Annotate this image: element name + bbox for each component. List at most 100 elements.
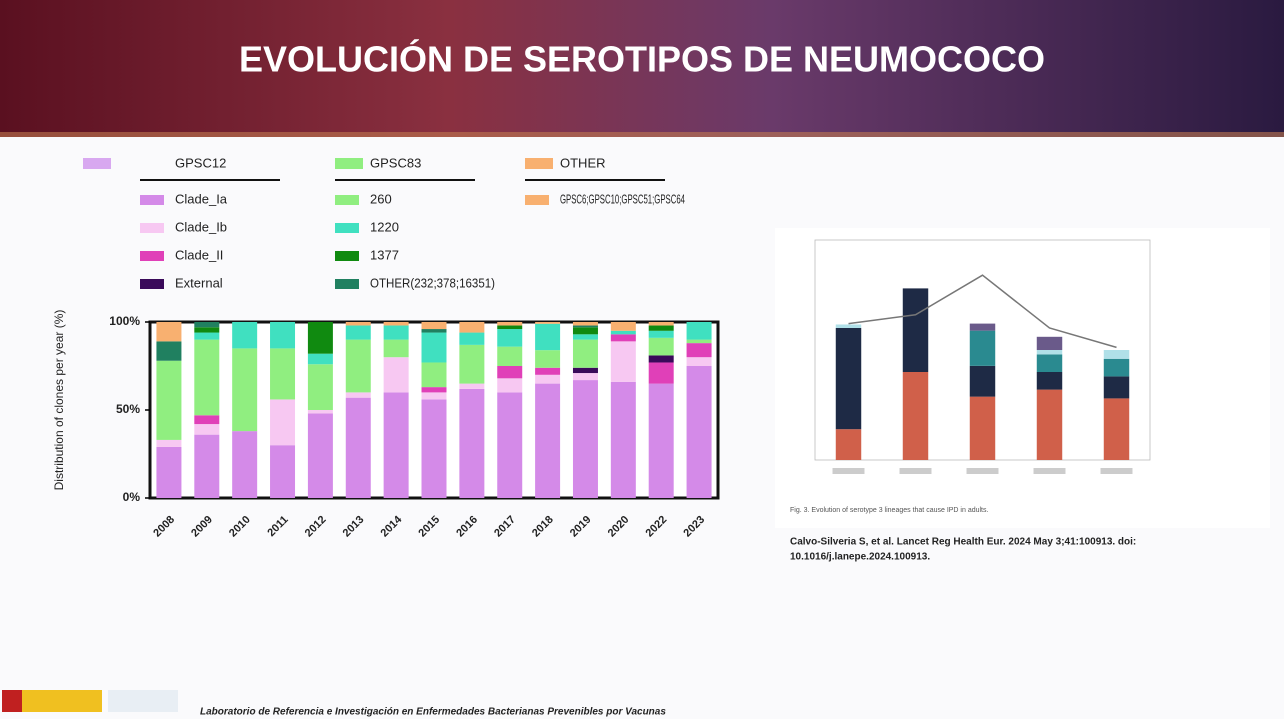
bar-segment xyxy=(572,373,598,381)
bar-segment xyxy=(497,378,523,393)
bar-segment xyxy=(1036,372,1063,390)
legend-label: GPSC6;GPSC10;GPSC51;GPSC64 xyxy=(560,191,685,206)
bar-segment xyxy=(686,366,712,498)
citation-2: 10.1016/j.lanepe.2024.100913. xyxy=(790,552,930,563)
bar-segment xyxy=(1103,358,1130,377)
legend-label: Clade_Ia xyxy=(175,191,228,206)
legend-label: OTHER(232;378;16351) xyxy=(370,275,495,290)
bar-segment xyxy=(345,392,371,398)
bar-segment xyxy=(421,362,447,388)
bar-segment xyxy=(156,446,182,498)
legend-group-title: OTHER xyxy=(560,155,606,170)
footer-text: Laboratorio de Referencia e Investigació… xyxy=(200,707,666,718)
bar-segment xyxy=(497,366,523,379)
bar-segment xyxy=(835,429,862,460)
x-tick-label-blur xyxy=(899,468,932,474)
y-tick-label: 0% xyxy=(123,490,141,504)
legend-swatch xyxy=(140,279,164,289)
legend-group-swatch xyxy=(525,158,553,169)
bar-segment xyxy=(421,392,447,400)
bar-segment xyxy=(535,367,561,375)
bar-segment xyxy=(383,322,409,326)
bar-segment xyxy=(421,399,447,498)
y-tick-label: 100% xyxy=(109,314,140,328)
legend-swatch xyxy=(525,195,549,205)
bar-segment xyxy=(307,353,333,365)
bar-segment xyxy=(459,344,485,384)
bar-segment xyxy=(497,322,523,326)
bar-segment xyxy=(572,339,598,368)
bar-segment xyxy=(156,360,182,440)
bar-segment xyxy=(648,383,674,498)
bar-segment xyxy=(902,372,929,460)
bar-segment xyxy=(194,332,220,340)
x-tick-label-blur xyxy=(966,468,999,474)
bar-segment xyxy=(307,364,333,410)
bar-segment xyxy=(535,383,561,498)
bar-segment xyxy=(156,322,182,342)
bar-segment xyxy=(572,334,598,340)
bar-segment xyxy=(535,350,561,368)
legend-swatch xyxy=(335,195,359,205)
logo-flag xyxy=(2,690,22,712)
bar-segment xyxy=(345,397,371,498)
line-series xyxy=(848,274,1117,349)
bar-segment xyxy=(345,322,371,326)
bar-segment xyxy=(1103,398,1130,460)
legend-swatch xyxy=(140,223,164,233)
bar-segment xyxy=(648,337,674,356)
header-banner xyxy=(0,0,1284,137)
bar-segment xyxy=(497,329,523,347)
x-tick-label-blur xyxy=(1033,468,1066,474)
bar-segment xyxy=(270,445,296,498)
bar-segment xyxy=(835,324,862,328)
legend-group-title: GPSC12 xyxy=(175,155,226,170)
bar-segment xyxy=(232,348,258,432)
legend-group-swatch xyxy=(83,158,111,169)
bar-segment xyxy=(686,343,712,358)
bar-segment xyxy=(610,381,636,498)
legend-label: External xyxy=(175,275,223,290)
logo-ministry xyxy=(2,690,102,712)
bar-segment xyxy=(535,374,561,384)
bar-segment xyxy=(270,322,296,349)
legend-swatch xyxy=(335,251,359,261)
logo-isciii xyxy=(108,690,178,712)
bar-segment xyxy=(421,332,447,363)
bar-segment xyxy=(421,329,447,333)
bar-segment xyxy=(307,410,333,414)
bar-segment xyxy=(497,346,523,366)
bar-segment xyxy=(610,334,636,342)
bar-segment xyxy=(497,392,523,498)
bar-segment xyxy=(383,325,409,340)
bar-segment xyxy=(1103,376,1130,399)
header-edge xyxy=(0,132,1284,137)
bar-segment xyxy=(572,327,598,335)
bar-segment xyxy=(1036,389,1063,460)
bar-segment xyxy=(902,288,929,372)
bar-segment xyxy=(194,322,220,328)
legend-label: 1377 xyxy=(370,247,399,262)
bar-segment xyxy=(307,322,333,354)
y-axis-label: Distribution of clones per year (%) xyxy=(52,310,66,491)
bar-segment xyxy=(194,415,220,425)
bar-segment xyxy=(835,328,862,430)
bar-segment xyxy=(686,322,712,340)
bar-segment xyxy=(1036,336,1063,350)
bar-segment xyxy=(270,348,296,400)
bar-segment xyxy=(194,434,220,498)
bar-segment xyxy=(572,367,598,374)
legend-label: 260 xyxy=(370,191,392,206)
legend-group-title: GPSC83 xyxy=(370,155,421,170)
bar-segment xyxy=(459,322,485,333)
bar-segment xyxy=(156,439,182,447)
bar-segment xyxy=(383,357,409,393)
bar-segment xyxy=(648,325,674,331)
bar-segment xyxy=(969,330,996,366)
bar-segment xyxy=(383,339,409,358)
bar-segment xyxy=(610,341,636,382)
bar-segment xyxy=(572,325,598,328)
bar-segment xyxy=(969,323,996,331)
bar-segment xyxy=(610,330,636,335)
